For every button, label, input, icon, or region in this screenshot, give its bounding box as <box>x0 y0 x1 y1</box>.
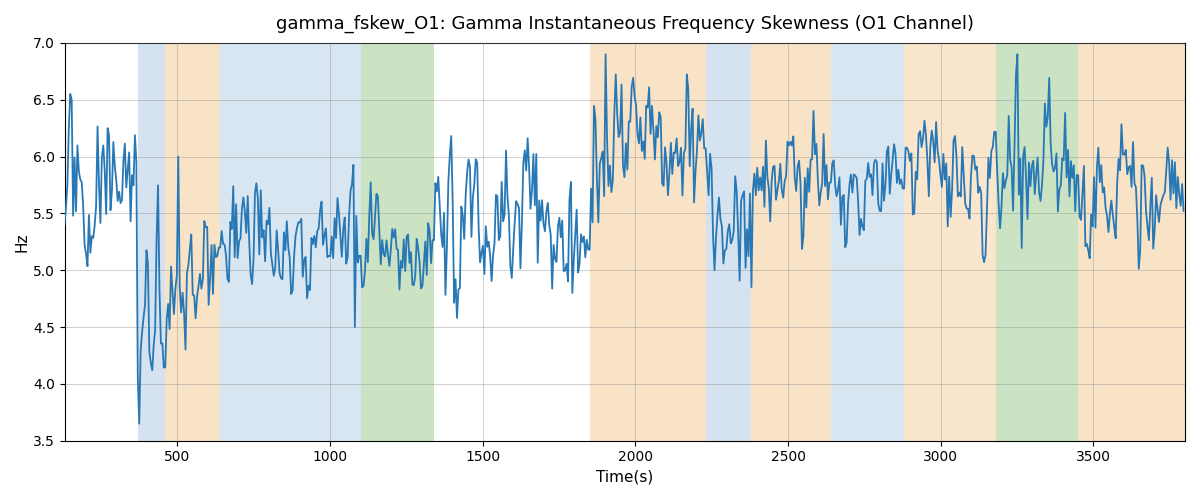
Bar <box>996 43 1078 440</box>
Bar <box>361 43 434 440</box>
X-axis label: Time(s): Time(s) <box>596 470 653 485</box>
Bar <box>751 43 830 440</box>
Title: gamma_fskew_O1: Gamma Instantaneous Frequency Skewness (O1 Channel): gamma_fskew_O1: Gamma Instantaneous Freq… <box>276 15 973 34</box>
Bar <box>830 43 904 440</box>
Bar <box>904 43 996 440</box>
Y-axis label: Hz: Hz <box>14 232 30 252</box>
Bar <box>589 43 706 440</box>
Bar <box>1078 43 1186 440</box>
Bar <box>706 43 751 440</box>
Bar <box>166 43 221 440</box>
Bar <box>138 43 166 440</box>
Bar <box>221 43 361 440</box>
